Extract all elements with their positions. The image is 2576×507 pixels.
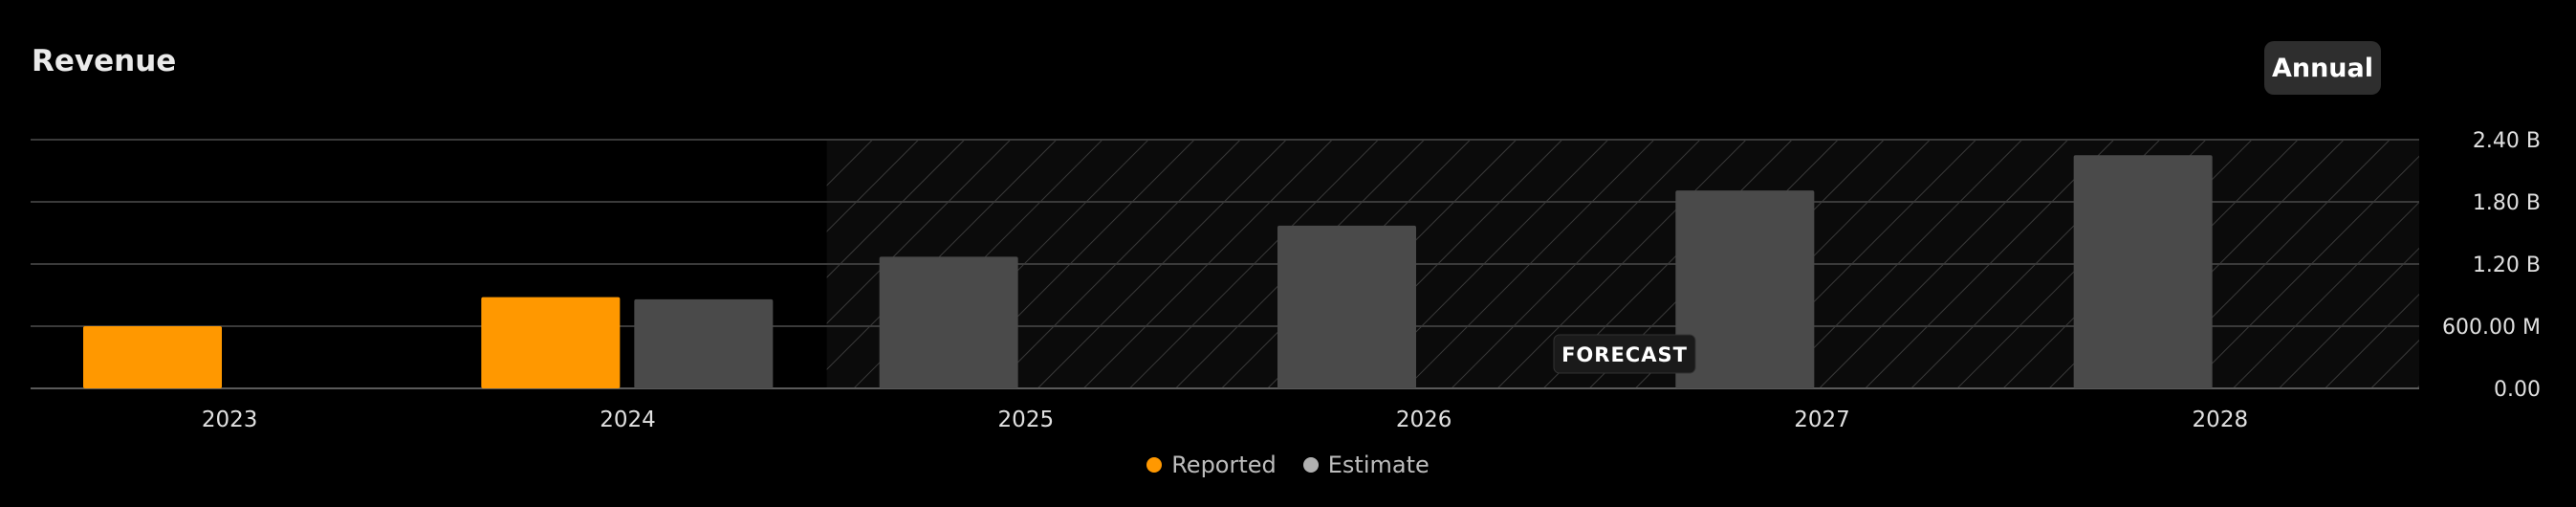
bar-estimate-2027[interactable] bbox=[1675, 190, 1815, 388]
forecast-badge-label: FORECAST bbox=[1561, 343, 1688, 366]
legend-label-reported: Reported bbox=[1171, 452, 1277, 478]
bar-reported-2023[interactable] bbox=[83, 326, 222, 388]
bar-estimate-2024[interactable] bbox=[634, 298, 774, 388]
bar-estimate-2026[interactable] bbox=[1277, 225, 1416, 388]
bar-reported-2024[interactable] bbox=[481, 297, 621, 388]
annual-period-button[interactable]: Annual bbox=[2264, 41, 2381, 95]
x-tick-label: 2025 bbox=[998, 408, 1055, 432]
x-tick-label: 2023 bbox=[202, 408, 258, 432]
x-tick-label: 2024 bbox=[600, 408, 656, 432]
forecast-badge bbox=[1553, 334, 1696, 374]
legend-item-estimate[interactable]: Estimate bbox=[1302, 452, 1430, 478]
chart-title: Revenue bbox=[32, 44, 177, 78]
y-tick-label: 2.40 B bbox=[2473, 129, 2541, 153]
legend-item-reported[interactable]: Reported bbox=[1146, 452, 1277, 478]
estimate-dot-icon bbox=[1302, 457, 1319, 473]
x-tick-label: 2028 bbox=[2193, 408, 2249, 432]
legend-label-estimate: Estimate bbox=[1327, 452, 1430, 478]
bar-estimate-2025[interactable] bbox=[879, 256, 1018, 388]
revenue-bar-chart: 0.00 600.00 M 1.20 B 1.80 B 2.40 B 2023 2024 20… bbox=[31, 129, 2541, 432]
y-tick-label: 1.20 B bbox=[2473, 254, 2541, 277]
chart-legend: Reported Estimate bbox=[0, 452, 2576, 478]
y-tick-label: 0.00 bbox=[2494, 378, 2541, 402]
x-tick-label: 2027 bbox=[1794, 408, 1850, 432]
x-tick-label: 2026 bbox=[1396, 408, 1452, 432]
y-tick-label: 600.00 M bbox=[2442, 316, 2541, 340]
bar-estimate-2028[interactable] bbox=[2073, 155, 2213, 388]
y-tick-label: 1.80 B bbox=[2473, 191, 2541, 215]
reported-dot-icon bbox=[1146, 457, 1163, 473]
